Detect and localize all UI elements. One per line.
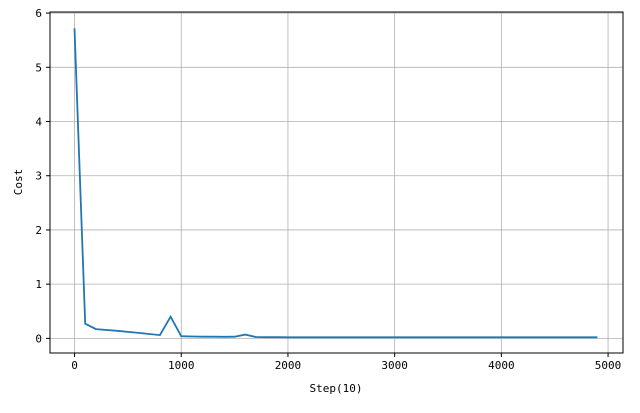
- x-tick-label: 2000: [275, 359, 302, 372]
- y-tick-label: 5: [35, 61, 42, 74]
- y-tick-label: 0: [35, 332, 42, 345]
- x-tick-label: 4000: [488, 359, 515, 372]
- y-tick-label: 2: [35, 224, 42, 237]
- series-line: [73, 28, 598, 339]
- y-tick-label: 1: [35, 278, 42, 291]
- x-tick-label: 5000: [595, 359, 622, 372]
- y-tick-label: 6: [35, 7, 42, 20]
- x-tick-label: 0: [71, 359, 78, 372]
- x-axis-label: Step(10): [310, 382, 363, 395]
- ticks: 0 1000 2000 3000 4000 5000 0 1 2 3 4 5 6: [35, 7, 621, 372]
- y-tick-label: 4: [35, 116, 42, 129]
- y-axis-label: Cost: [12, 169, 25, 196]
- y-tick-label: 3: [35, 170, 42, 183]
- x-tick-label: 1000: [168, 359, 195, 372]
- plot-frame: [49, 11, 624, 354]
- grid: [50, 12, 623, 353]
- x-tick-label: 3000: [381, 359, 408, 372]
